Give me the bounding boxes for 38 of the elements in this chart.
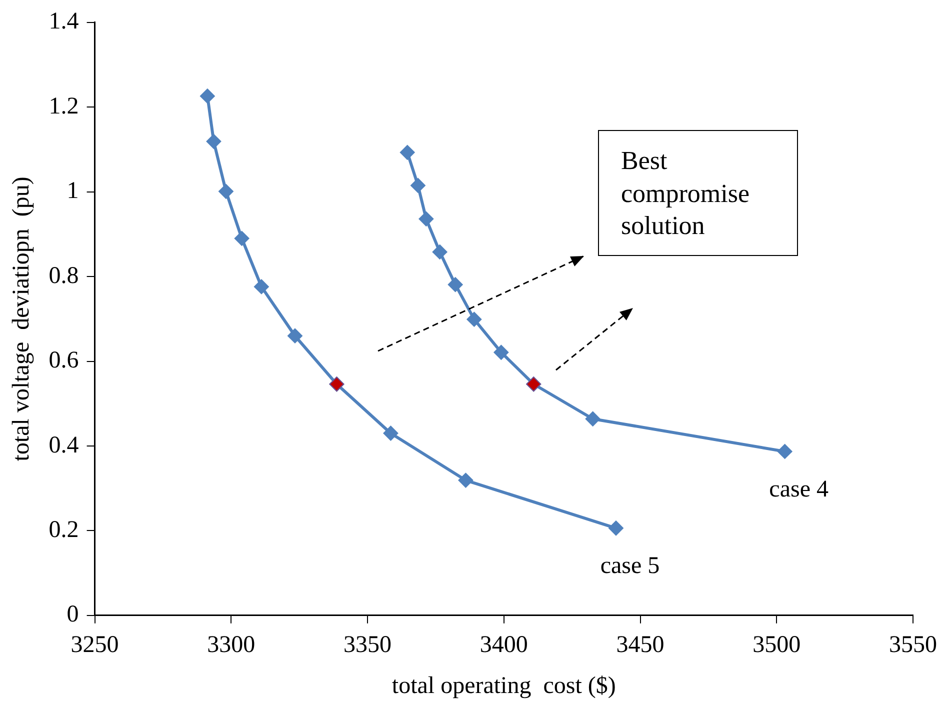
x-tick-label: 3350 bbox=[344, 632, 392, 658]
y-tick-label: 1 bbox=[66, 178, 79, 204]
point bbox=[418, 211, 434, 226]
series-label: case 5 bbox=[600, 553, 660, 580]
y-tick-label: 0.8 bbox=[48, 262, 79, 289]
y-tick-label: 1.2 bbox=[48, 93, 79, 120]
series-label: case 4 bbox=[769, 476, 828, 502]
point bbox=[200, 88, 215, 104]
point bbox=[494, 344, 509, 360]
point bbox=[410, 178, 426, 193]
y-tick-label: 0 bbox=[66, 602, 79, 628]
y-tick-label: 0.2 bbox=[48, 516, 79, 543]
point bbox=[458, 472, 474, 488]
x-tick-label: 3400 bbox=[480, 632, 528, 658]
point bbox=[448, 277, 463, 292]
x-tick-label: 3550 bbox=[889, 632, 937, 658]
x-axis-title: total operating cost ($) bbox=[392, 672, 616, 699]
y-tick-label: 0.4 bbox=[48, 432, 79, 458]
y-tick-label: 1.4 bbox=[48, 8, 79, 35]
point bbox=[287, 328, 302, 344]
point bbox=[383, 426, 398, 441]
point bbox=[234, 230, 250, 246]
annotation: Best compromise solution bbox=[598, 130, 798, 256]
x-tick-label: 3450 bbox=[616, 632, 664, 658]
x-tick-label: 3500 bbox=[752, 632, 801, 658]
point bbox=[400, 144, 415, 160]
point bbox=[466, 312, 482, 327]
point bbox=[777, 444, 792, 459]
point bbox=[206, 134, 222, 149]
point bbox=[608, 520, 624, 536]
point bbox=[218, 184, 234, 199]
x-tick-label: 3250 bbox=[70, 632, 119, 658]
point bbox=[585, 411, 600, 426]
point bbox=[432, 244, 448, 260]
y-tick-label: 0.6 bbox=[48, 348, 79, 374]
x-tick-label: 3300 bbox=[207, 632, 256, 658]
y-axis-title: total voltage deviatiopn (pu) bbox=[8, 176, 35, 462]
point bbox=[254, 279, 269, 294]
